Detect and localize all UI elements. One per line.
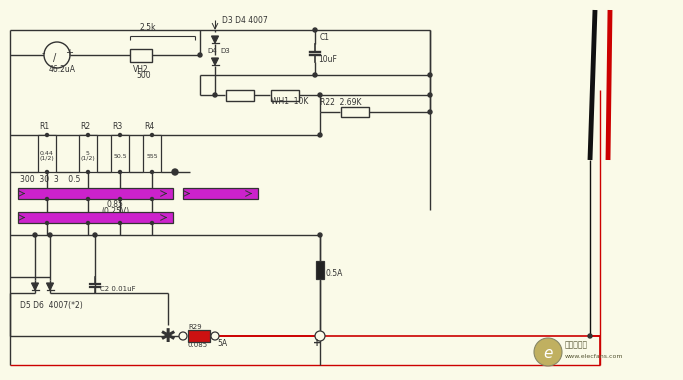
Circle shape <box>150 171 154 174</box>
Text: www.elecfans.com: www.elecfans.com <box>565 353 624 358</box>
Bar <box>111 135 129 172</box>
Text: 300  30  3    0.5: 300 30 3 0.5 <box>20 175 81 184</box>
Text: R2: R2 <box>80 122 90 131</box>
Circle shape <box>46 198 48 201</box>
Text: WH1  10K: WH1 10K <box>271 97 309 106</box>
Circle shape <box>87 222 89 225</box>
Bar <box>183 188 258 199</box>
Circle shape <box>93 233 97 237</box>
Circle shape <box>118 222 122 225</box>
Text: 0.5A: 0.5A <box>325 269 342 277</box>
Text: D3 D4 4007: D3 D4 4007 <box>222 16 268 25</box>
Bar <box>341 107 369 117</box>
Circle shape <box>150 222 154 225</box>
Bar <box>271 90 299 100</box>
Polygon shape <box>46 283 53 290</box>
Circle shape <box>179 332 187 340</box>
Circle shape <box>534 338 562 366</box>
Circle shape <box>87 198 89 201</box>
Text: 50.5: 50.5 <box>113 154 127 158</box>
Text: 555: 555 <box>146 154 158 158</box>
Text: ✱: ✱ <box>160 326 176 345</box>
Circle shape <box>318 93 322 97</box>
Text: 0.085: 0.085 <box>188 342 208 348</box>
Text: R3: R3 <box>112 122 122 131</box>
Text: 电子爱好网: 电子爱好网 <box>565 340 588 350</box>
Bar <box>130 49 152 62</box>
Circle shape <box>46 133 48 136</box>
Text: -: - <box>41 48 45 58</box>
Circle shape <box>33 233 37 237</box>
Text: 2.5k: 2.5k <box>140 23 156 32</box>
Text: 500: 500 <box>136 71 151 80</box>
Circle shape <box>313 73 317 77</box>
Text: 5
(1/2): 5 (1/2) <box>81 150 96 162</box>
Bar <box>18 212 173 223</box>
Circle shape <box>44 42 70 68</box>
Circle shape <box>150 198 154 201</box>
Circle shape <box>87 133 89 136</box>
Text: 0.85: 0.85 <box>107 200 124 209</box>
Circle shape <box>172 169 178 175</box>
Circle shape <box>118 133 122 136</box>
Circle shape <box>213 93 217 97</box>
Circle shape <box>46 222 48 225</box>
Polygon shape <box>212 36 219 43</box>
Circle shape <box>211 332 219 340</box>
Text: VH2: VH2 <box>133 65 149 74</box>
Bar <box>79 135 97 172</box>
Circle shape <box>150 133 154 136</box>
Text: 10uF: 10uF <box>318 55 337 64</box>
Text: 5A: 5A <box>217 339 227 348</box>
Text: +: + <box>65 48 73 58</box>
Bar <box>38 135 56 172</box>
Bar <box>226 90 254 100</box>
Text: R4: R4 <box>144 122 154 131</box>
Bar <box>143 135 161 172</box>
Text: R1: R1 <box>39 122 49 131</box>
Polygon shape <box>212 58 219 65</box>
Text: R22  2.69K: R22 2.69K <box>320 98 361 107</box>
Circle shape <box>87 171 89 174</box>
Circle shape <box>48 233 52 237</box>
Text: C2 0.01uF: C2 0.01uF <box>100 286 136 292</box>
Bar <box>188 330 210 342</box>
Circle shape <box>318 233 322 237</box>
Text: +: + <box>313 338 321 348</box>
Text: /: / <box>53 53 57 63</box>
Circle shape <box>118 198 122 201</box>
Text: (0.25V): (0.25V) <box>101 207 129 216</box>
Bar <box>18 188 173 199</box>
Circle shape <box>315 331 325 341</box>
Text: 46.2uA: 46.2uA <box>49 65 76 74</box>
Polygon shape <box>31 283 38 290</box>
Text: e: e <box>543 345 553 361</box>
Circle shape <box>46 171 48 174</box>
Circle shape <box>428 73 432 77</box>
Text: D5 D6  4007(*2): D5 D6 4007(*2) <box>20 301 83 310</box>
Bar <box>316 261 324 279</box>
Circle shape <box>428 93 432 97</box>
Circle shape <box>313 28 317 32</box>
Circle shape <box>318 133 322 137</box>
Circle shape <box>198 53 202 57</box>
Circle shape <box>118 171 122 174</box>
Text: 0.44
(1/2): 0.44 (1/2) <box>40 150 55 162</box>
Text: D4: D4 <box>207 48 217 54</box>
Text: R29: R29 <box>188 324 201 330</box>
Text: D3: D3 <box>220 48 229 54</box>
Text: C1: C1 <box>320 33 330 42</box>
Circle shape <box>588 334 592 338</box>
Circle shape <box>428 110 432 114</box>
